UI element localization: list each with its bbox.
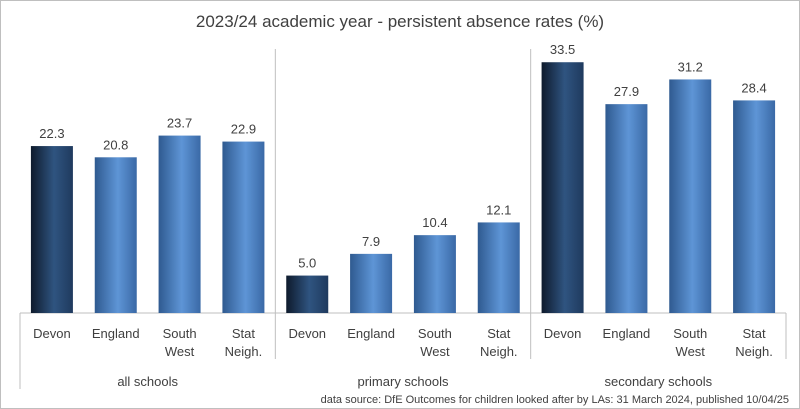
category-label: England	[603, 326, 651, 341]
bar	[541, 62, 584, 313]
category-label: Stat Neigh.	[225, 326, 263, 359]
chart-title: 2023/24 academic year - persistent absen…	[196, 12, 604, 31]
category-label: Stat Neigh.	[735, 326, 773, 359]
category-label: Devon	[33, 326, 71, 341]
group-label: primary schools	[357, 374, 449, 389]
category-label: Devon	[544, 326, 582, 341]
category-label: Devon	[288, 326, 326, 341]
group-label: secondary schools	[604, 374, 712, 389]
bar	[413, 235, 456, 313]
bar	[222, 141, 265, 313]
data-label: 5.0	[298, 256, 316, 271]
data-label: 28.4	[741, 80, 766, 95]
category-label: South West	[163, 326, 197, 359]
bar	[158, 135, 201, 313]
bar	[286, 275, 329, 313]
bar	[30, 146, 73, 313]
bar	[477, 222, 520, 313]
data-label: 27.9	[614, 84, 639, 99]
category-label: South West	[673, 326, 707, 359]
category-label: Stat Neigh.	[480, 326, 518, 359]
source-note: data source: DfE Outcomes for children l…	[321, 394, 789, 406]
bar	[94, 157, 137, 313]
category-label: South West	[418, 326, 452, 359]
data-label: 12.1	[486, 202, 511, 217]
bar	[605, 104, 648, 313]
data-label: 10.4	[422, 215, 447, 230]
bar	[733, 100, 776, 313]
data-label: 23.7	[167, 116, 192, 131]
category-label: England	[347, 326, 395, 341]
data-label: 22.9	[231, 122, 256, 137]
data-label: 22.3	[39, 126, 64, 141]
bar	[669, 79, 712, 314]
category-label: England	[92, 326, 140, 341]
data-label: 31.2	[678, 59, 703, 74]
group-label: all schools	[117, 374, 178, 389]
data-label: 7.9	[362, 234, 380, 249]
data-label: 33.5	[550, 42, 575, 57]
data-label: 20.8	[103, 137, 128, 152]
bar	[350, 253, 393, 313]
